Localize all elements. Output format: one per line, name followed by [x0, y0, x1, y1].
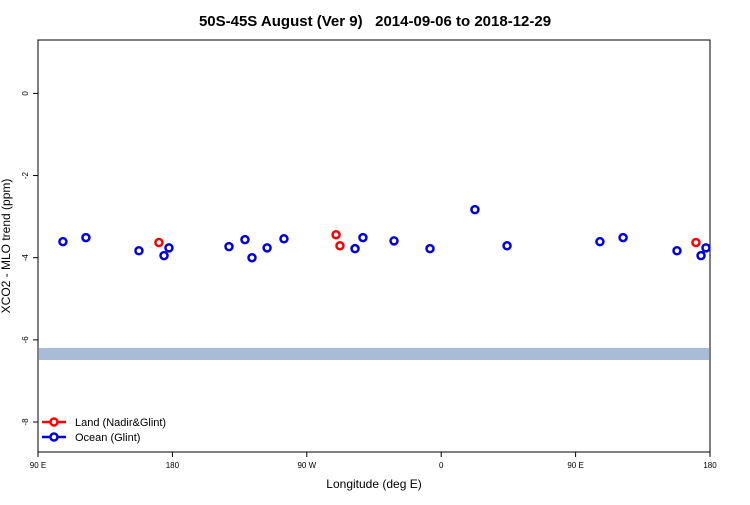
legend-swatch: [49, 417, 59, 427]
point: [247, 252, 257, 263]
x-tick-label: 90 E: [30, 461, 46, 470]
y-tick-label: -2: [21, 171, 30, 179]
point: [691, 237, 701, 248]
x-axis-label: Longitude (deg E): [326, 477, 421, 491]
point: [335, 241, 345, 251]
legend-label: Land (Nadir&Glint): [75, 417, 166, 429]
point: [81, 232, 91, 243]
point: [134, 245, 144, 256]
point: [358, 232, 368, 243]
x-tick-label: 0: [439, 461, 444, 470]
point: [672, 245, 682, 256]
point: [425, 243, 435, 254]
point: [470, 204, 480, 215]
legend-label: Ocean (Glint): [75, 432, 140, 444]
y-tick-label: -4: [21, 254, 30, 262]
x-tick-label: 90 E: [567, 461, 583, 470]
y-tick-label: 0: [21, 91, 30, 96]
x-tick-label: 180: [703, 461, 717, 470]
point: [279, 234, 289, 244]
y-axis-label: XCO2 - MLO trend (ppm): [0, 179, 13, 314]
legend-swatch: [49, 432, 59, 442]
x-tick-label: 180: [166, 461, 180, 470]
point: [618, 232, 628, 243]
point: [595, 236, 605, 247]
point: [389, 236, 399, 246]
y-tick-label: -8: [21, 418, 30, 426]
point: [350, 243, 360, 254]
x-tick-label: 90 W: [297, 461, 316, 470]
y-tick-label: -6: [21, 336, 30, 344]
point: [224, 241, 234, 252]
point: [331, 229, 341, 240]
point: [154, 237, 164, 248]
point: [164, 243, 174, 253]
point: [262, 243, 272, 253]
point: [502, 241, 512, 251]
point: [240, 234, 250, 245]
point: [696, 250, 706, 261]
point: [159, 250, 169, 261]
chart-title: 50S-45S August (Ver 9) 2014-09-06 to 201…: [199, 13, 551, 30]
point: [58, 236, 68, 247]
point: [701, 243, 711, 253]
coverage-band: [39, 348, 709, 360]
